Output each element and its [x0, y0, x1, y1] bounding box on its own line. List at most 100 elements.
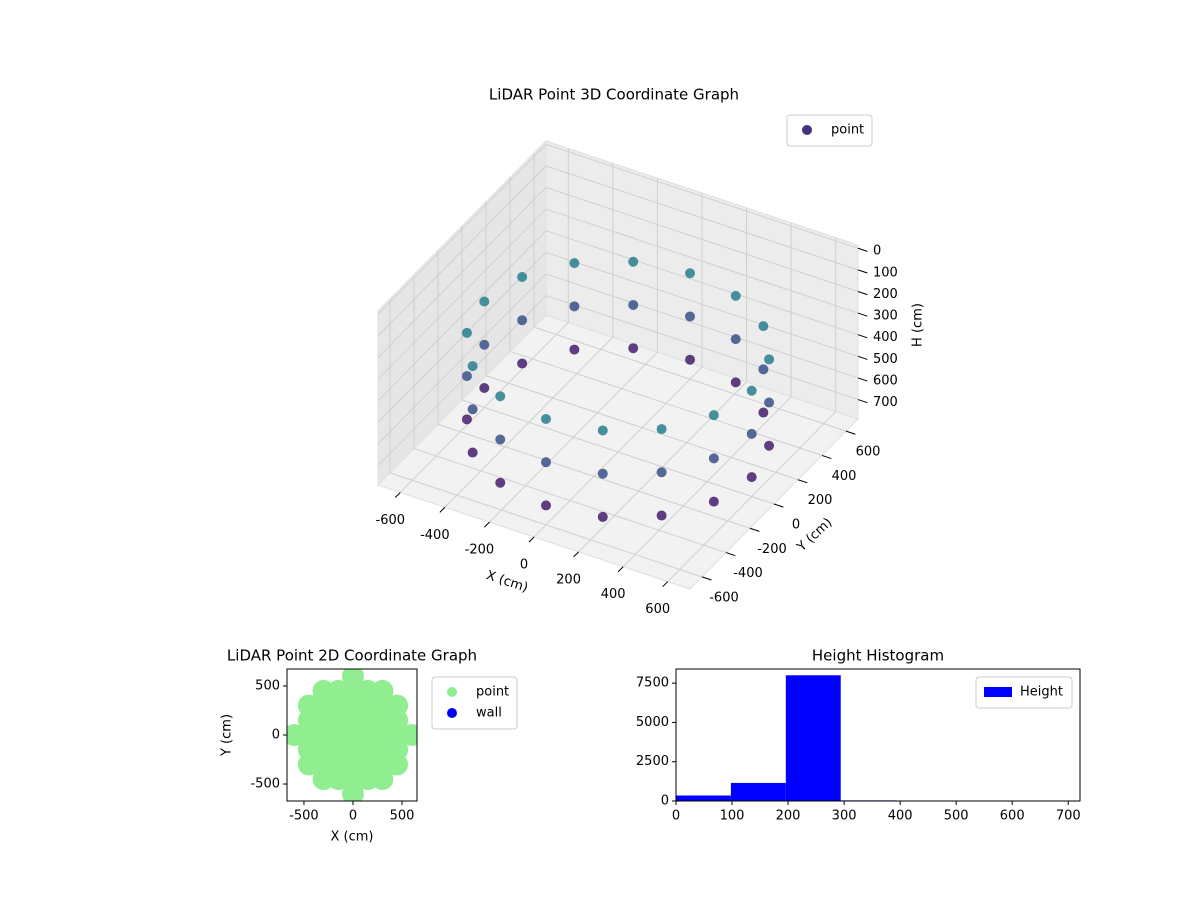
x-tick-label: 300 — [832, 809, 857, 824]
point-3d — [541, 457, 551, 468]
legend-box — [786, 114, 873, 147]
grid-line — [545, 273, 859, 379]
y-tick-label: -400 — [733, 566, 763, 581]
point-3d — [764, 354, 775, 365]
point-3d — [467, 361, 478, 372]
point-3d — [461, 327, 472, 338]
point-3d — [517, 272, 528, 283]
point-3d — [764, 440, 775, 451]
grid-line — [485, 375, 799, 481]
y-tick — [749, 527, 760, 532]
grid-line — [413, 448, 727, 554]
y-tick-label: 600 — [856, 445, 881, 460]
z-tick — [857, 269, 868, 274]
grid-line — [533, 326, 847, 432]
z-tick — [857, 377, 868, 382]
x-tick-label: 500 — [944, 809, 969, 824]
y-tick — [725, 552, 736, 557]
point-3d — [746, 385, 757, 396]
grid-line — [377, 295, 547, 466]
x-tick — [484, 521, 490, 528]
legend-marker — [447, 708, 457, 718]
axes-frame — [286, 668, 418, 802]
y-tick — [773, 503, 784, 508]
x-tick — [439, 506, 446, 513]
grid-line — [377, 143, 547, 315]
grid-line — [377, 165, 547, 337]
x-tick — [617, 566, 624, 573]
legend-marker — [447, 687, 457, 697]
legend-label: point — [476, 685, 509, 700]
point-3d — [758, 364, 769, 375]
grid-line — [377, 208, 547, 380]
y-tick — [701, 576, 712, 581]
point-3d — [730, 334, 741, 345]
point-3d — [708, 496, 719, 507]
z-tick — [857, 247, 868, 252]
z-tick — [857, 290, 868, 296]
y-tick-label: 500 — [255, 678, 280, 693]
x-tick — [394, 492, 401, 498]
grid-line — [461, 399, 775, 505]
chart-title: LiDAR Point 3D Coordinate Graph — [489, 86, 739, 104]
grid-line — [377, 230, 547, 402]
y-tick-label: 0 — [661, 794, 669, 809]
y-tick-label: 2500 — [636, 754, 669, 769]
x-tick-label: 0 — [672, 809, 680, 824]
grid-line — [389, 472, 703, 578]
x-tick-label: -500 — [289, 809, 319, 824]
grid-line — [545, 143, 859, 249]
x-tick-label: 100 — [720, 809, 745, 824]
y-tick-label: 7500 — [636, 676, 669, 691]
point — [341, 669, 364, 688]
histogram-bar — [676, 795, 731, 801]
histogram-bar — [785, 675, 841, 801]
grid-line — [509, 350, 823, 456]
x-tick — [662, 581, 669, 588]
legend-marker — [984, 687, 1012, 697]
histogram-bar — [730, 782, 786, 801]
point — [386, 694, 409, 717]
x-tick-label: 0 — [349, 809, 357, 824]
point-3d — [569, 301, 580, 312]
point-3d — [467, 404, 478, 415]
point-3d — [628, 343, 639, 354]
point-3d — [541, 413, 551, 424]
x-tick-label: 400 — [601, 587, 626, 602]
point-3d — [495, 434, 506, 445]
z-axis-label: H (cm) — [911, 303, 926, 347]
x-tick-label: 600 — [1000, 809, 1025, 824]
z-tick-label: 500 — [873, 352, 898, 367]
y-tick-label: 5000 — [636, 715, 669, 730]
x-axis-label: X (cm) — [331, 830, 374, 845]
y-tick-label: -500 — [250, 777, 280, 792]
point-3d — [685, 268, 695, 279]
y-tick — [821, 454, 832, 460]
point-3d — [708, 410, 719, 421]
z-tick-label: 300 — [873, 309, 898, 324]
legend-label: point — [831, 123, 864, 138]
legend-label: Height — [1020, 685, 1063, 700]
point-3d — [597, 425, 608, 436]
point-3d — [517, 315, 528, 326]
chart-title: LiDAR Point 2D Coordinate Graph — [227, 647, 477, 665]
point-3d — [597, 468, 608, 479]
point-3d — [764, 397, 775, 408]
grid-line — [545, 251, 859, 357]
grid-line — [437, 423, 751, 529]
grid-line — [545, 230, 859, 336]
point-3d — [517, 358, 528, 369]
point-3d — [479, 339, 490, 350]
point-3d — [708, 453, 719, 464]
point-3d — [746, 428, 757, 439]
x-tick — [528, 536, 535, 543]
x-tick-label: 400 — [888, 809, 913, 824]
plot-area — [287, 669, 417, 801]
z-tick — [857, 334, 868, 339]
grid-line — [545, 165, 859, 271]
z-tick-label: 700 — [873, 395, 898, 410]
z-tick-label: 200 — [873, 287, 898, 302]
x-tick-label: 700 — [1056, 809, 1081, 824]
point-3d — [628, 299, 639, 310]
x-tick-label: -200 — [465, 543, 495, 558]
